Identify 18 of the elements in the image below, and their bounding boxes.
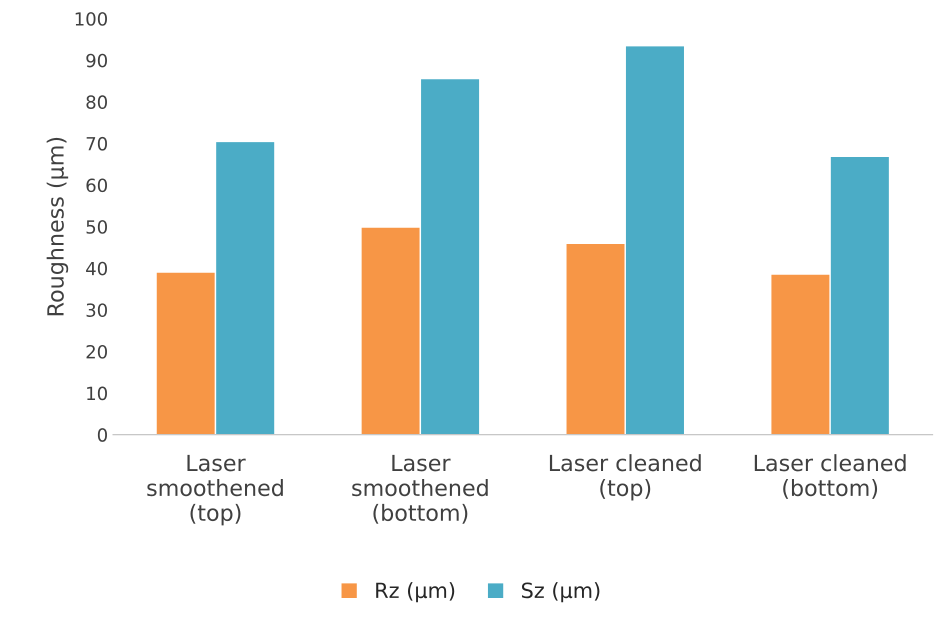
y-tick-label: 60 <box>86 178 107 192</box>
x-tick-label: Laser cleaned (bottom) <box>754 454 906 499</box>
y-tick-label: 100 <box>76 12 107 26</box>
y-tick-label: 80 <box>86 95 107 109</box>
legend-label: Sz (µm) <box>522 582 600 602</box>
y-axis-title: Roughness (µm) <box>46 138 68 316</box>
y-tick-label: 10 <box>87 386 107 400</box>
legend-label: Rz (µm) <box>376 582 454 602</box>
x-tick-label: Laser cleaned (top) <box>550 454 701 501</box>
y-tick-label: 70 <box>86 136 107 151</box>
y-tick-label: 50 <box>86 220 107 234</box>
y-tick-label: 40 <box>86 262 107 276</box>
y-tick-label: 30 <box>86 303 107 317</box>
x-tick-label: Laser smoothened (bottom) <box>352 454 488 524</box>
y-tick-label: 0 <box>98 428 107 442</box>
y-tick-label: 90 <box>86 54 107 68</box>
y-tick-label: 20 <box>86 344 107 359</box>
x-tick-label: Laser smoothened (top) <box>147 454 283 526</box>
